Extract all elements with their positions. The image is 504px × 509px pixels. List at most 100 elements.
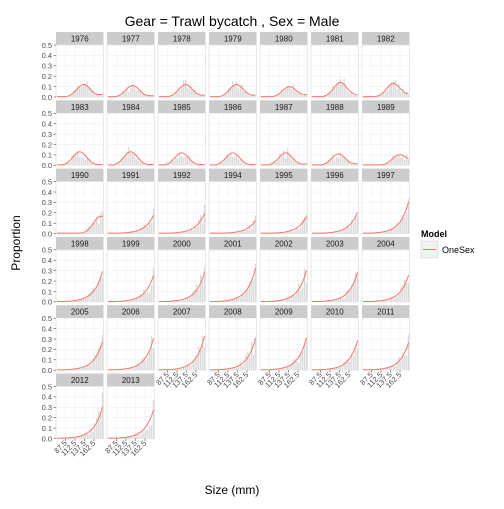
observed-bar [296,291,297,302]
observed-bar [300,227,301,234]
observed-bar [243,230,244,233]
observed-bar [194,164,195,165]
observed-bar [238,159,239,165]
observed-bar [304,95,305,97]
observed-bar [179,301,180,302]
observed-bar [138,159,139,165]
facet-strip-label: 2013 [122,376,140,385]
observed-bar [302,352,303,370]
observed-bar [183,158,184,166]
observed-bar [385,91,386,97]
facet-strip-label: 1982 [377,35,395,44]
facet-strip-label: 2006 [122,308,140,317]
y-tick-label: 0.5 [42,109,52,118]
observed-bar [402,156,403,165]
observed-bar [140,162,141,166]
observed-bar [342,365,343,370]
y-tick-label: 0.0 [42,161,52,170]
facet-strip-label: 1999 [122,239,140,248]
facet-strip-label: 2011 [377,308,395,317]
observed-bar [291,159,292,166]
observed-bar [94,289,95,302]
observed-bar [243,295,244,302]
y-tick-label: 0.2 [42,414,52,423]
observed-bar [79,87,80,97]
facet-panel-1977: 1977 [107,32,155,97]
observed-bar [179,90,180,97]
facet-panel-1991: 1991 [107,169,155,234]
observed-bar [121,95,122,97]
observed-bar [223,162,224,165]
observed-bar [255,337,256,370]
facet-strip-label: 1981 [326,35,344,44]
observed-bar [138,231,139,233]
observed-bar [153,268,154,302]
observed-bar [138,90,139,97]
observed-bar [234,85,235,97]
facet-strip-label: 1991 [122,171,140,180]
observed-bar [387,300,388,302]
y-tick-label: 0.5 [42,41,52,50]
facet-strip-label: 1980 [275,35,293,44]
observed-bar [87,158,88,165]
observed-bar [406,355,407,370]
observed-bar [183,80,184,97]
observed-bar [98,224,99,234]
observed-bar [330,93,331,97]
observed-bar [132,369,133,371]
observed-bar [279,94,280,97]
observed-bar [141,432,142,439]
observed-bar [124,92,125,97]
observed-bar [400,361,401,370]
y-tick-label: 0.1 [42,219,52,228]
observed-bar [98,411,99,439]
observed-bar [353,223,354,233]
observed-bar [340,298,341,302]
observed-bar [77,437,78,438]
facet-strip-label: 1978 [173,35,191,44]
observed-bar [294,231,295,234]
observed-bar [347,92,348,97]
observed-bar [389,163,390,166]
observed-bar [406,212,407,233]
observed-bar [153,209,154,234]
observed-bar [334,159,335,165]
observed-bar [277,95,278,97]
observed-bar [245,355,246,370]
observed-bar [247,230,248,234]
observed-bar [396,89,397,97]
facet-panel-1997: 1997 [362,169,410,234]
observed-bar [302,95,303,97]
observed-bar [340,79,341,97]
observed-bar [300,354,301,370]
observed-bar [349,94,350,97]
facet-strip-label: 2000 [173,239,191,248]
observed-bar [383,232,384,233]
observed-bar [357,348,358,370]
observed-bar [277,160,278,165]
chart-title: Gear = Trawl bycatch , Sex = Male [125,13,340,29]
facet-panel-1989: 1989 [362,100,410,165]
observed-bar [81,157,82,165]
observed-bar [204,205,205,233]
facet-panel-1979: 1979 [209,32,257,97]
observed-bar [132,153,133,165]
facet-strip-label: 1987 [275,103,293,112]
facet-strip-label: 2003 [326,239,344,248]
observed-bar [128,92,129,97]
facet-panel-2004: 2004 [362,237,410,302]
observed-bar [179,152,180,165]
observed-bar [151,336,152,370]
observed-bar [298,229,299,234]
observed-bar [344,298,345,302]
observed-bar [128,301,129,302]
observed-bar [406,154,407,165]
facet-strip-label: 2004 [377,239,395,248]
observed-bar [130,301,131,302]
observed-bar [293,159,294,166]
facet-strip-label: 1977 [122,35,140,44]
observed-bar [387,90,388,97]
